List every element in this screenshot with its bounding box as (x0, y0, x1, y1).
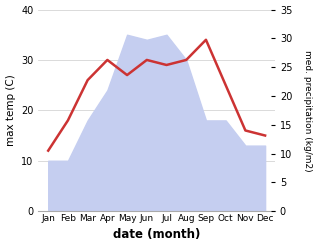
Y-axis label: med. precipitation (kg/m2): med. precipitation (kg/m2) (303, 49, 313, 171)
Y-axis label: max temp (C): max temp (C) (5, 74, 16, 146)
X-axis label: date (month): date (month) (113, 228, 200, 242)
